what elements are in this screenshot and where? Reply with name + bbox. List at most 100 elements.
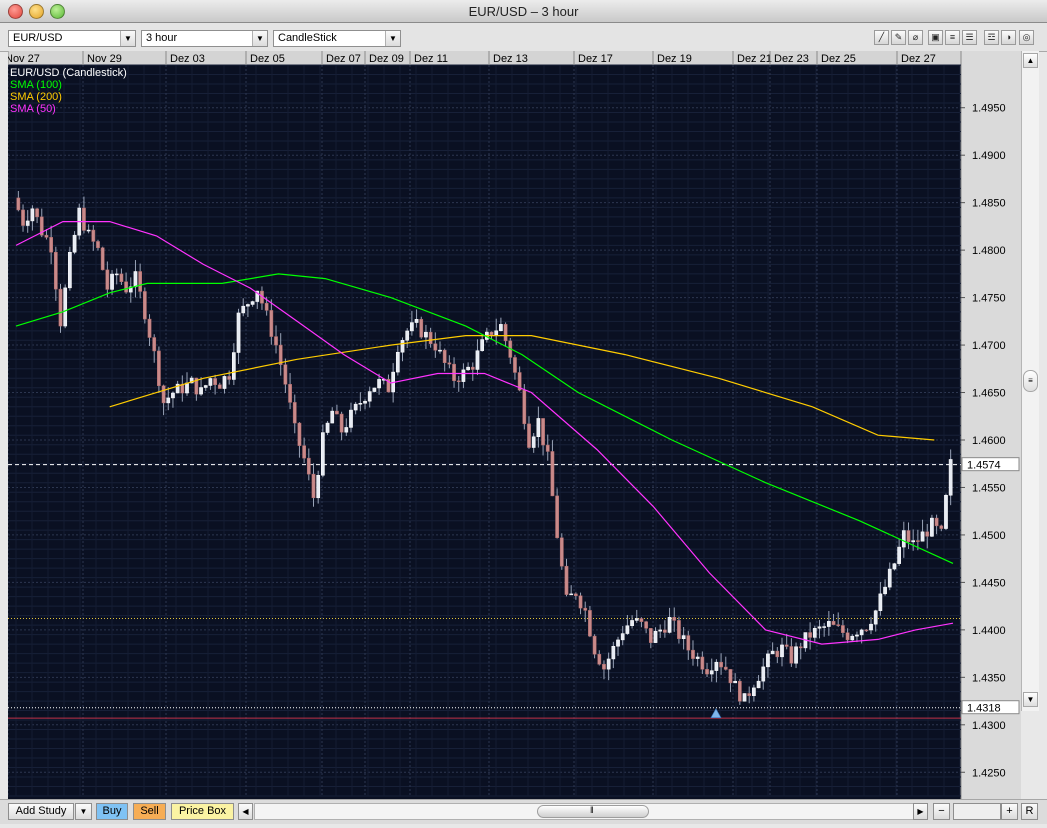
candle xyxy=(105,269,110,290)
candle xyxy=(288,384,292,403)
add-study-button[interactable]: Add Study xyxy=(8,803,74,820)
candle xyxy=(208,378,213,386)
scroll-right-button[interactable]: ▶ xyxy=(913,803,928,820)
candle xyxy=(194,377,199,395)
reset-zoom-button[interactable]: R xyxy=(1021,803,1038,820)
candle xyxy=(63,287,68,327)
candle xyxy=(246,304,250,307)
zoom-window-button[interactable] xyxy=(50,4,65,19)
time-tick-label: Dez 09 xyxy=(369,53,404,65)
candle xyxy=(452,363,456,382)
candle xyxy=(709,670,714,675)
symbol-select[interactable]: EUR/USD ▼ xyxy=(8,30,136,47)
price-tick-label: 1.4900 xyxy=(972,150,1006,162)
candle xyxy=(513,357,517,373)
candle xyxy=(578,595,583,609)
candle xyxy=(826,621,831,627)
candle xyxy=(424,331,428,338)
price-chart[interactable]: 1.4950 1.4900 1.4850 1.4800 1.4750 1.4700 1.46… xyxy=(8,51,1021,799)
chart-type-select[interactable]: CandleStick ▼ xyxy=(273,30,401,47)
candle xyxy=(892,563,897,570)
vertical-scrollbar[interactable]: ▲ ≡ ▼ xyxy=(1021,51,1039,711)
candle xyxy=(325,422,330,433)
zoom-out-button[interactable]: − xyxy=(933,803,950,820)
price-axis[interactable] xyxy=(961,51,1021,799)
chevron-down-icon[interactable]: ▼ xyxy=(120,31,135,46)
horizontal-scrollbar[interactable]: ‖ xyxy=(254,803,920,820)
candle xyxy=(442,349,447,363)
horizontal-scroll-thumb[interactable]: ‖ xyxy=(537,805,649,818)
candle xyxy=(630,620,634,626)
candle xyxy=(794,646,798,664)
add-study-dropdown-button[interactable]: ▼ xyxy=(75,803,92,820)
eraser-icon[interactable]: ▣ xyxy=(928,30,943,45)
price-box-button[interactable]: Price Box xyxy=(171,803,234,820)
scroll-down-button[interactable]: ▼ xyxy=(1023,692,1038,707)
candle xyxy=(569,593,574,596)
candle xyxy=(414,319,419,323)
scroll-left-button[interactable]: ◀ xyxy=(238,803,253,820)
candle xyxy=(316,475,321,499)
candle xyxy=(213,378,217,386)
grid-horizontal-icon[interactable]: ☲ xyxy=(984,30,999,45)
candle xyxy=(742,693,747,702)
chevron-down-icon[interactable]: ▼ xyxy=(385,31,400,46)
candle xyxy=(653,630,658,643)
candle xyxy=(217,384,222,389)
close-window-button[interactable] xyxy=(8,4,23,19)
sell-button[interactable]: Sell xyxy=(133,803,166,820)
candle xyxy=(733,680,737,684)
candle xyxy=(124,281,128,293)
candle xyxy=(808,632,812,638)
candle xyxy=(363,400,367,404)
candle xyxy=(227,376,232,380)
period-select[interactable]: 3 hour ▼ xyxy=(141,30,268,47)
candle xyxy=(920,531,925,542)
candle xyxy=(812,628,817,638)
window-title: EUR/USD – 3 hour xyxy=(468,4,579,19)
minimize-window-button[interactable] xyxy=(29,4,44,19)
candle xyxy=(634,618,639,621)
candle xyxy=(358,403,363,405)
candle xyxy=(616,639,620,647)
buy-button[interactable]: Buy xyxy=(96,803,128,820)
legend-entry: SMA (100) xyxy=(10,79,62,91)
scroll-up-button[interactable]: ▲ xyxy=(1023,53,1038,68)
price-tick-label: 1.4800 xyxy=(972,245,1006,257)
draw-line-icon[interactable]: ╱ xyxy=(874,30,889,45)
sma-200-line xyxy=(109,335,935,441)
time-tick-label: Dez 19 xyxy=(657,53,692,65)
candle xyxy=(494,330,499,335)
candle xyxy=(72,234,77,253)
zoom-icon[interactable]: ◑ xyxy=(1001,30,1016,45)
candle xyxy=(428,331,433,344)
candle xyxy=(522,389,527,425)
candle xyxy=(592,635,597,655)
candle xyxy=(541,418,545,446)
grid-lines-icon[interactable]: ≡ xyxy=(945,30,960,45)
candle xyxy=(35,208,39,218)
grid-dots-icon[interactable]: ☰ xyxy=(962,30,977,45)
time-axis xyxy=(8,51,961,65)
zoom-in-button[interactable]: + xyxy=(1001,803,1018,820)
candle xyxy=(274,336,278,346)
settings-icon[interactable]: ◎ xyxy=(1019,30,1034,45)
candle xyxy=(461,369,466,382)
candle xyxy=(784,644,789,647)
vertical-scroll-thumb[interactable]: ≡ xyxy=(1023,370,1038,392)
candle xyxy=(536,418,541,438)
chevron-down-icon[interactable]: ▼ xyxy=(252,31,267,46)
candle xyxy=(353,403,358,411)
zoom-slider[interactable] xyxy=(953,803,1001,820)
candle xyxy=(466,366,470,371)
candle xyxy=(30,208,35,222)
legend-entry: EUR/USD (Candlestick) xyxy=(10,67,127,79)
pencil-icon[interactable]: ✎ xyxy=(891,30,906,45)
fibonacci-icon[interactable]: ⌀ xyxy=(908,30,923,45)
candle xyxy=(175,383,180,394)
chart-toolbar: EUR/USD ▼ 3 hour ▼ CandleStick ▼ ╱ ✎ ⌀ ▣ ≡ ☰ ☲… xyxy=(0,23,1047,52)
candle xyxy=(138,271,143,292)
candle xyxy=(157,350,161,387)
candle xyxy=(817,626,822,629)
candle xyxy=(550,451,555,497)
